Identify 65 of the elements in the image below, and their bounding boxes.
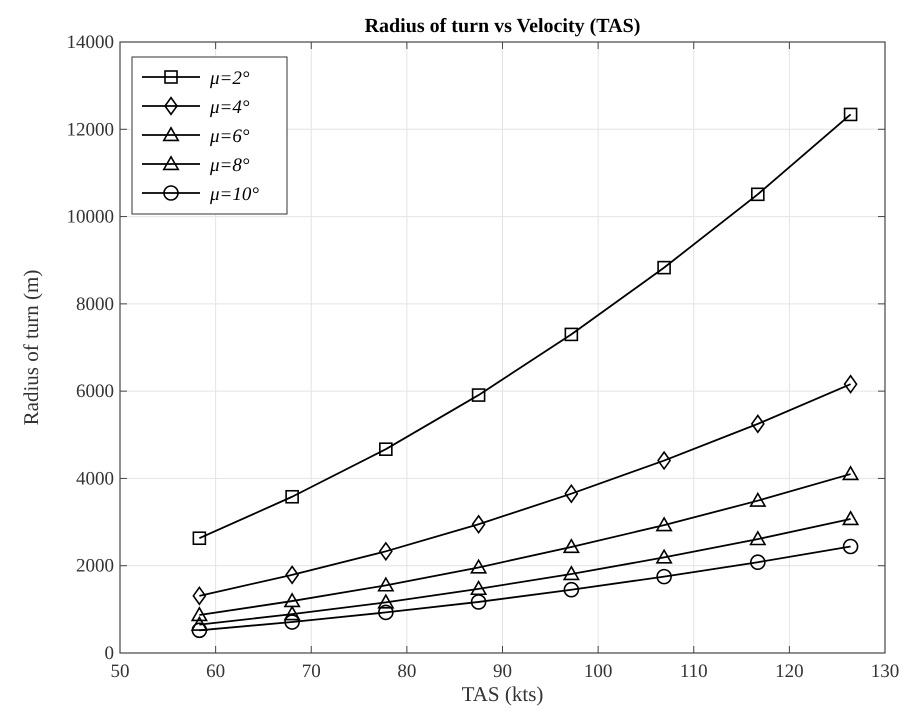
y-axis-title: Radius of turn (m) bbox=[19, 270, 43, 426]
y-tick-label: 2000 bbox=[76, 556, 114, 577]
y-tick-label: 14000 bbox=[66, 32, 114, 53]
point bbox=[657, 260, 671, 274]
point bbox=[564, 582, 580, 598]
point bbox=[656, 517, 672, 532]
point bbox=[472, 515, 486, 534]
point bbox=[563, 538, 580, 554]
point bbox=[379, 542, 393, 561]
point bbox=[284, 614, 300, 630]
x-tick-label: 50 bbox=[110, 661, 130, 682]
point bbox=[842, 511, 859, 526]
point bbox=[191, 607, 208, 622]
point bbox=[750, 554, 766, 570]
point bbox=[284, 606, 300, 620]
legend-label: μ=10° bbox=[209, 184, 260, 205]
x-tick-label: 80 bbox=[397, 661, 416, 682]
point bbox=[284, 593, 300, 608]
y-tick-label: 12000 bbox=[66, 119, 114, 140]
x-tick-label: 110 bbox=[680, 661, 708, 682]
x-tick-label: 130 bbox=[870, 661, 900, 682]
point bbox=[192, 586, 206, 606]
y-tick-label: 4000 bbox=[76, 468, 114, 490]
x-tick-label: 70 bbox=[302, 661, 321, 682]
point bbox=[191, 616, 208, 631]
point bbox=[750, 492, 766, 507]
x-tick-label: 90 bbox=[493, 661, 512, 682]
point bbox=[564, 328, 578, 342]
legend-label: μ=2° bbox=[209, 68, 250, 89]
legend-label: μ=6° bbox=[209, 126, 250, 147]
y-tick-label: 6000 bbox=[76, 381, 114, 402]
point bbox=[285, 490, 299, 504]
point bbox=[470, 594, 486, 610]
point bbox=[842, 538, 858, 554]
point bbox=[656, 549, 672, 564]
legend-label: μ=4° bbox=[209, 97, 250, 118]
point bbox=[378, 594, 394, 609]
y-tick-label: 8000 bbox=[76, 294, 114, 315]
point bbox=[657, 451, 671, 470]
point bbox=[378, 577, 394, 592]
point bbox=[842, 466, 859, 480]
point bbox=[470, 559, 487, 574]
legend-label: μ=8° bbox=[209, 155, 250, 176]
y-tick-label: 10000 bbox=[66, 206, 114, 228]
point bbox=[378, 604, 394, 620]
point bbox=[192, 531, 206, 546]
point bbox=[379, 442, 393, 456]
point bbox=[844, 108, 858, 122]
point bbox=[285, 566, 299, 584]
y-tick-label: 0 bbox=[104, 643, 114, 664]
x-tick-label: 120 bbox=[775, 661, 804, 682]
point bbox=[751, 414, 765, 434]
point bbox=[844, 374, 858, 394]
point bbox=[563, 566, 580, 580]
point bbox=[751, 188, 765, 202]
point bbox=[750, 531, 766, 546]
x-tick-label: 100 bbox=[584, 661, 612, 682]
x-axis-title: TAS (kts) bbox=[462, 682, 544, 706]
point bbox=[192, 622, 208, 638]
x-tick-label: 60 bbox=[206, 661, 226, 682]
point bbox=[470, 580, 487, 596]
point bbox=[564, 484, 578, 503]
point bbox=[656, 568, 672, 584]
point bbox=[472, 388, 486, 402]
chart-title: Radius of turn vs Velocity (TAS) bbox=[364, 15, 640, 37]
